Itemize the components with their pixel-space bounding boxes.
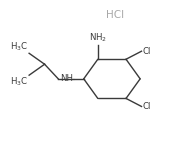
Text: H$_3$C: H$_3$C bbox=[10, 40, 28, 53]
Text: H$_3$C: H$_3$C bbox=[10, 76, 28, 88]
Text: NH: NH bbox=[60, 74, 73, 83]
Text: NH$_2$: NH$_2$ bbox=[89, 31, 107, 44]
Text: Cl: Cl bbox=[142, 47, 151, 56]
Text: Cl: Cl bbox=[142, 102, 151, 111]
Text: HCl: HCl bbox=[106, 10, 124, 20]
